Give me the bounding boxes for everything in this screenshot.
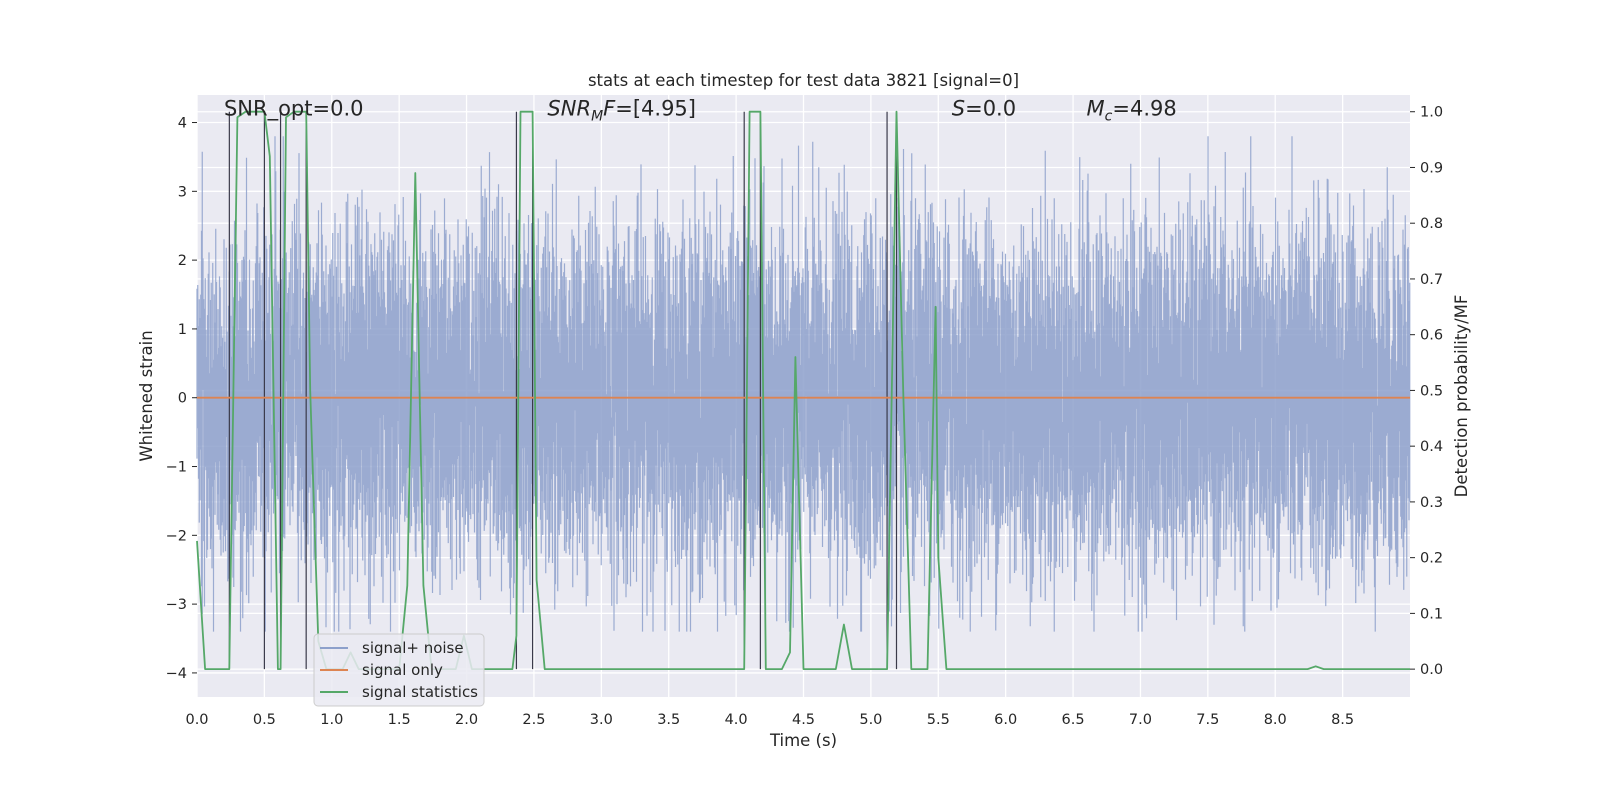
y-tick-label: 3 [178, 184, 187, 200]
x-tick-label: 4.5 [792, 712, 815, 728]
x-tick-label: 5.0 [859, 712, 882, 728]
signal-statistics-line [196, 110, 1410, 670]
x-tick-label: 6.0 [994, 712, 1017, 728]
annotation-2: S=0.0 [952, 97, 1016, 121]
x-tick-label: 5.5 [927, 712, 950, 728]
line-series [196, 110, 1410, 670]
y-tick-label: 1 [178, 322, 187, 338]
y2-tick-label: 0.5 [1420, 383, 1443, 399]
x-tick-label: 7.0 [1129, 712, 1152, 728]
x-axis-label: Time (s) [769, 731, 837, 750]
x-tick-label: 0.5 [253, 712, 276, 728]
signal-noise-line [196, 136, 1411, 632]
y-tick-label: −3 [166, 597, 187, 613]
legend: signal+ noise signal only signal statistic… [313, 633, 485, 707]
x-tick-label: 6.5 [1062, 712, 1085, 728]
y2-tick-label: 0.7 [1420, 272, 1443, 288]
y-axis-label: Whitened strain [137, 330, 156, 461]
x-tick-label: 8.5 [1331, 712, 1354, 728]
y-tick-label: 4 [178, 116, 187, 132]
annotation-1: SNRMF=[4.95] [547, 97, 696, 125]
x-tick-label: 2.0 [455, 712, 478, 728]
vertical-markers [228, 111, 898, 670]
y2-tick-label: 0.0 [1420, 662, 1443, 678]
x-tick-label: 1.0 [320, 712, 343, 728]
x-tick-label: 0.0 [185, 712, 208, 728]
y2-tick-label: 0.6 [1420, 328, 1443, 344]
legend-box [313, 633, 485, 707]
y2-tick-label: 0.4 [1420, 439, 1443, 455]
annotation-3: Mc=4.98 [1087, 97, 1177, 125]
y2-tick-label: 0.8 [1420, 216, 1443, 232]
legend-label: signal+ noise [362, 639, 464, 657]
annotations: SNR_opt=0.0 SNRMF=[4.95] S=0.0 Mc=4.98 [224, 97, 1177, 125]
y-tick-label: −1 [166, 460, 187, 476]
x-tick-label: 8.0 [1264, 712, 1287, 728]
y2-tick-label: 1.0 [1420, 105, 1443, 121]
x-tick-label: 2.5 [522, 712, 545, 728]
x-tick-label: 4.0 [725, 712, 748, 728]
y-tick-label: 0 [178, 391, 187, 407]
y-tick-label: −2 [166, 528, 187, 544]
legend-label: signal only [362, 661, 443, 679]
y2-tick-label: 0.3 [1420, 495, 1443, 511]
annotation-0: SNR_opt=0.0 [224, 97, 364, 122]
y2-tick-label: 0.1 [1420, 606, 1443, 622]
right-y-axis: 1.0 0.9 0.8 0.7 0.6 0.5 0.4 0.3 0.2 0.1 0.0 [1410, 105, 1443, 678]
y2-axis-label: Detection probability/MF [1452, 295, 1471, 498]
legend-label: signal statistics [362, 683, 478, 701]
y2-tick-label: 0.2 [1420, 551, 1443, 567]
x-axis: 0.0 0.5 1.0 1.5 2.0 2.5 3.0 3.5 4.0 4.5 5.0 5.5 6.0 6… [185, 712, 1354, 728]
y-tick-label: 2 [178, 253, 187, 269]
signal-noise-series [196, 136, 1411, 632]
left-y-axis: 4 3 2 1 0 −1 −2 −3 −4 [166, 116, 197, 682]
x-tick-label: 3.5 [657, 712, 680, 728]
x-tick-label: 1.5 [388, 712, 411, 728]
chart-title: stats at each timestep for test data 382… [588, 71, 1019, 90]
x-tick-label: 3.0 [590, 712, 613, 728]
y2-tick-label: 0.9 [1420, 160, 1443, 176]
y-tick-label: −4 [166, 666, 187, 682]
x-tick-label: 7.5 [1196, 712, 1219, 728]
